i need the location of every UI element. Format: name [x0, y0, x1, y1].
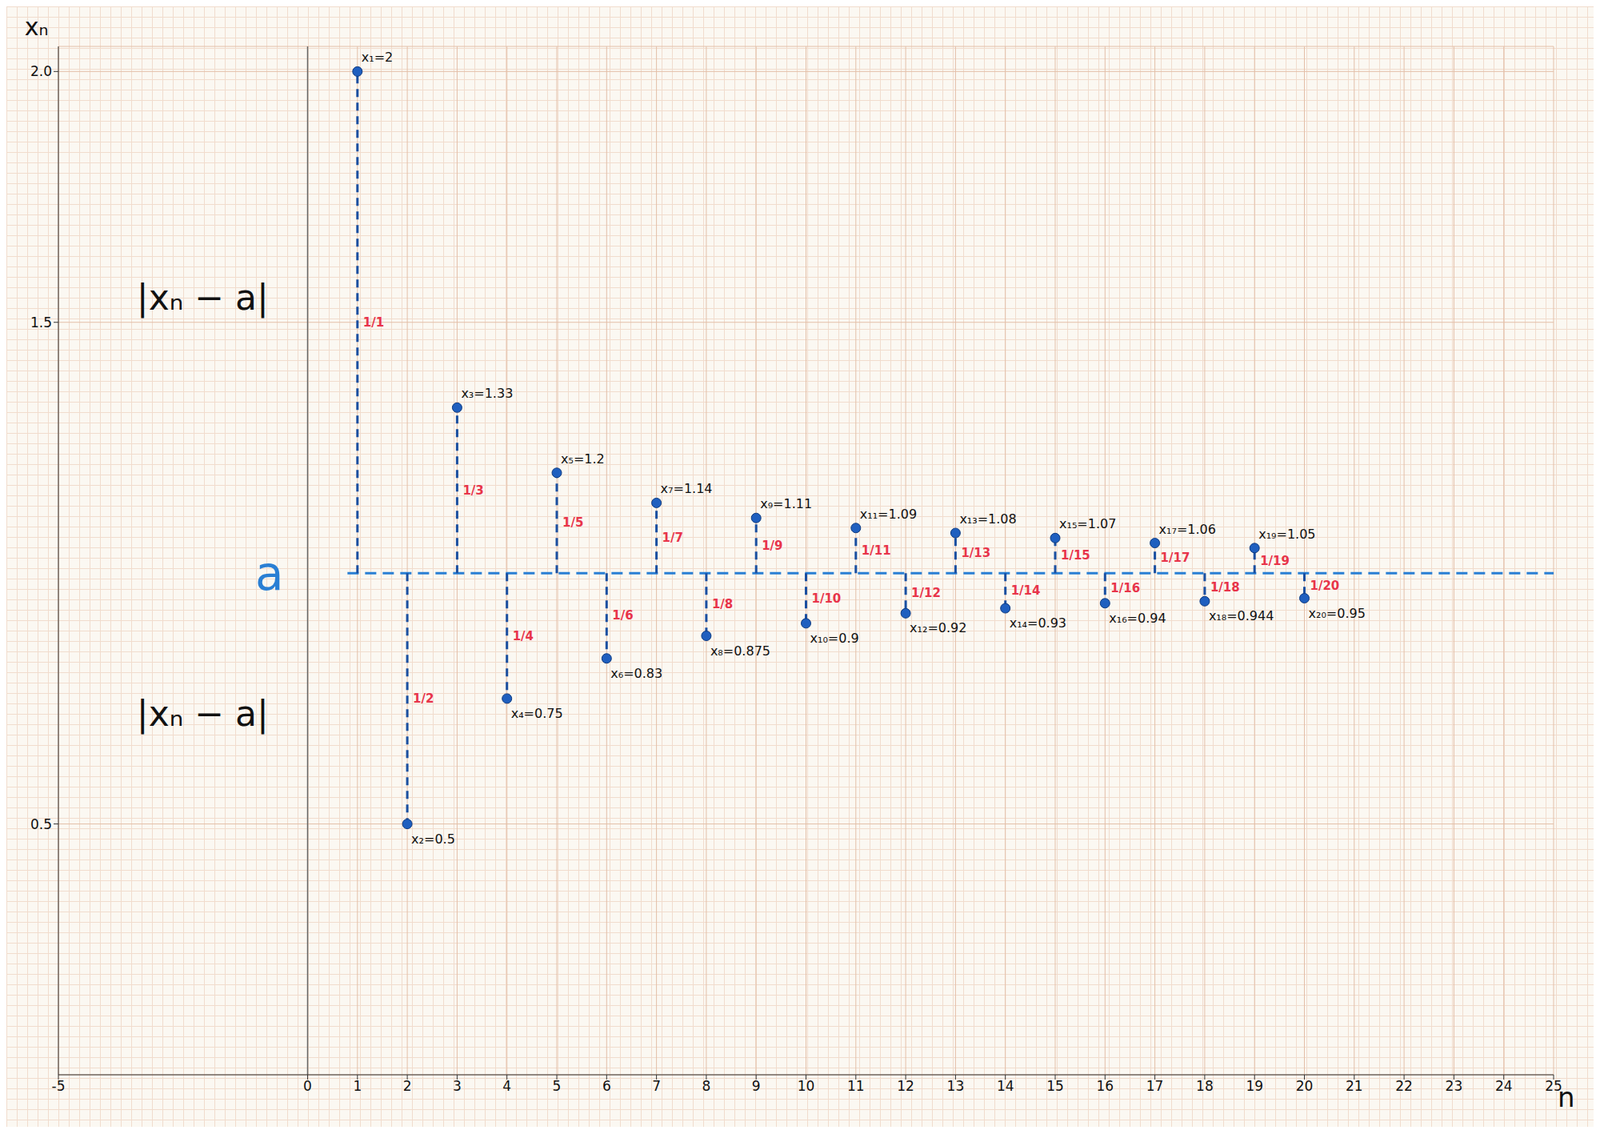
svg-text:x₉=1.11: x₉=1.11 [760, 496, 812, 512]
svg-text:1/6: 1/6 [612, 608, 633, 623]
svg-text:1.5: 1.5 [30, 314, 52, 331]
svg-text:20: 20 [1296, 1077, 1314, 1094]
svg-text:1/12: 1/12 [911, 585, 941, 600]
svg-text:3: 3 [452, 1077, 462, 1094]
svg-text:x₁₉=1.05: x₁₉=1.05 [1258, 526, 1316, 542]
svg-text:x₁₈=0.944: x₁₈=0.944 [1208, 608, 1275, 624]
svg-text:x₂₀=0.95: x₂₀=0.95 [1308, 605, 1366, 621]
svg-text:x₁₄=0.93: x₁₄=0.93 [1009, 615, 1067, 631]
svg-text:x₂=0.5: x₂=0.5 [411, 831, 456, 847]
svg-text:|xₙ − a|: |xₙ − a| [136, 692, 269, 735]
svg-text:2.0: 2.0 [30, 63, 52, 80]
svg-text:22: 22 [1395, 1077, 1413, 1094]
svg-text:x₃=1.33: x₃=1.33 [460, 385, 513, 401]
svg-text:n: n [1557, 1080, 1576, 1113]
svg-text:1/2: 1/2 [412, 691, 434, 706]
svg-text:10: 10 [797, 1077, 816, 1094]
svg-text:16: 16 [1096, 1077, 1114, 1094]
svg-text:12: 12 [896, 1077, 915, 1094]
svg-text:9: 9 [752, 1077, 761, 1094]
svg-text:13: 13 [947, 1077, 965, 1094]
svg-text:-5: -5 [52, 1077, 66, 1094]
svg-text:x₁₀=0.9: x₁₀=0.9 [810, 630, 860, 646]
svg-text:x₈=0.875: x₈=0.875 [710, 643, 771, 659]
svg-text:17: 17 [1146, 1077, 1164, 1094]
svg-text:1/8: 1/8 [712, 596, 733, 612]
svg-text:x₁₃=1.08: x₁₃=1.08 [959, 511, 1016, 527]
svg-text:18: 18 [1196, 1077, 1214, 1094]
svg-text:8: 8 [701, 1077, 711, 1094]
svg-text:1/19: 1/19 [1260, 553, 1290, 568]
svg-text:6: 6 [602, 1077, 612, 1094]
svg-text:1/10: 1/10 [812, 591, 842, 606]
svg-text:1/13: 1/13 [960, 545, 991, 560]
svg-text:0.5: 0.5 [30, 816, 52, 832]
svg-text:xₙ: xₙ [24, 12, 49, 41]
svg-text:1/3: 1/3 [462, 483, 484, 498]
svg-text:21: 21 [1345, 1077, 1364, 1094]
svg-text:x₁₅=1.07: x₁₅=1.07 [1059, 516, 1116, 532]
svg-text:x₇=1.14: x₇=1.14 [660, 480, 713, 496]
svg-text:x₁₂=0.92: x₁₂=0.92 [909, 620, 967, 636]
svg-text:7: 7 [652, 1077, 661, 1094]
svg-text:1: 1 [352, 1077, 362, 1094]
svg-text:1/20: 1/20 [1310, 578, 1340, 593]
svg-text:23: 23 [1445, 1077, 1464, 1094]
svg-text:x₁=2: x₁=2 [361, 49, 393, 65]
svg-text:2: 2 [403, 1077, 412, 1094]
svg-text:x₄=0.75: x₄=0.75 [511, 705, 564, 721]
svg-text:15: 15 [1046, 1077, 1064, 1094]
svg-text:x₆=0.83: x₆=0.83 [610, 665, 663, 681]
svg-text:0: 0 [303, 1077, 312, 1094]
svg-text:1/5: 1/5 [562, 515, 584, 530]
svg-text:x₁₁=1.09: x₁₁=1.09 [860, 506, 917, 522]
svg-text:x₁₇=1.06: x₁₇=1.06 [1159, 521, 1216, 537]
svg-text:1/7: 1/7 [662, 530, 684, 545]
svg-text:19: 19 [1245, 1077, 1264, 1094]
svg-text:1/4: 1/4 [512, 628, 534, 644]
svg-text:1/18: 1/18 [1210, 580, 1240, 595]
svg-text:1/17: 1/17 [1160, 550, 1191, 565]
svg-text:1/9: 1/9 [761, 538, 783, 553]
svg-text:25: 25 [1544, 1077, 1563, 1094]
svg-text:24: 24 [1495, 1077, 1513, 1094]
svg-text:4: 4 [502, 1077, 512, 1094]
svg-text:|xₙ − a|: |xₙ − a| [136, 276, 269, 319]
svg-text:14: 14 [996, 1077, 1015, 1094]
svg-text:1/11: 1/11 [861, 543, 892, 558]
svg-text:5: 5 [552, 1077, 562, 1094]
svg-text:1/1: 1/1 [363, 315, 384, 330]
svg-text:x₅=1.2: x₅=1.2 [560, 451, 605, 467]
svg-text:1/16: 1/16 [1110, 580, 1140, 596]
svg-text:x₁₆=0.94: x₁₆=0.94 [1108, 610, 1166, 626]
svg-text:1/14: 1/14 [1011, 583, 1041, 598]
svg-text:11: 11 [847, 1077, 865, 1094]
svg-text:a: a [255, 546, 284, 601]
svg-text:1/15: 1/15 [1060, 548, 1091, 563]
